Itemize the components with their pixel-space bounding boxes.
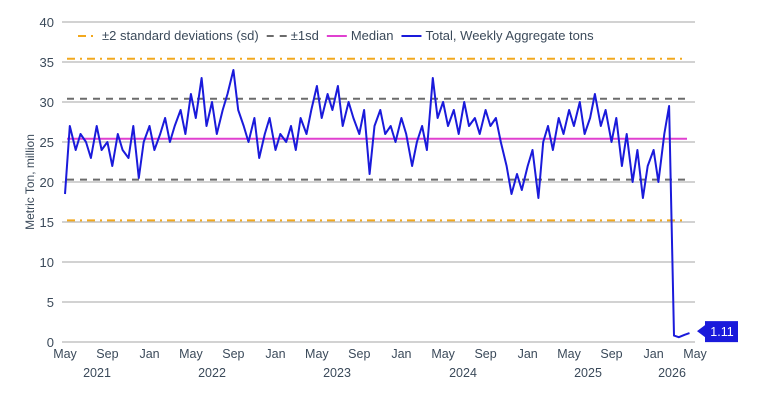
x-tick-label: May bbox=[305, 347, 329, 361]
x-year-label: 2025 bbox=[574, 366, 602, 380]
x-tick-label: Jan bbox=[644, 347, 664, 361]
x-year-label: 2026 bbox=[658, 366, 686, 380]
x-axis-ticks: May Sep Jan May Sep Jan May Sep Jan May Sep Jan May S… bbox=[53, 347, 707, 380]
x-tick-label: May bbox=[683, 347, 707, 361]
legend: ±2 standard deviations (sd) ±1sd Median Tot… bbox=[78, 28, 594, 43]
x-tick-label: May bbox=[557, 347, 581, 361]
reference-lines bbox=[67, 57, 687, 222]
x-tick-label: Sep bbox=[96, 347, 118, 361]
legend-label: ±2 standard deviations (sd) bbox=[102, 28, 259, 43]
y-tick-label: 20 bbox=[40, 175, 54, 190]
legend-item: Median bbox=[326, 28, 394, 43]
last-value-callout: 1.11 bbox=[697, 321, 738, 343]
y-tick-label: 40 bbox=[40, 15, 54, 30]
y-tick-label: 15 bbox=[40, 215, 54, 230]
y-tick-label: 30 bbox=[40, 95, 54, 110]
legend-label: Median bbox=[351, 28, 394, 43]
y-tick-label: 0 bbox=[47, 335, 54, 350]
x-tick-label: May bbox=[431, 347, 455, 361]
x-tick-label: Jan bbox=[391, 347, 411, 361]
y-tick-label: 35 bbox=[40, 55, 54, 70]
x-tick-label: Jan bbox=[139, 347, 159, 361]
annotation-layer: 1.11 bbox=[697, 321, 738, 343]
x-year-label: 2022 bbox=[198, 366, 226, 380]
series-layer bbox=[64, 69, 690, 339]
y-tick-label: 10 bbox=[40, 255, 54, 270]
callout-box bbox=[697, 321, 738, 343]
callout-value: 1.11 bbox=[710, 325, 733, 339]
legend-label: Total, Weekly Aggregate tons bbox=[425, 28, 594, 43]
x-tick-label: May bbox=[53, 347, 77, 361]
y-tick-label: 5 bbox=[47, 295, 54, 310]
x-tick-label: Jan bbox=[518, 347, 538, 361]
y-axis-ticks: 0 5 10 15 20 25 30 35 40 bbox=[40, 15, 54, 350]
x-tick-label: Sep bbox=[222, 347, 244, 361]
x-year-label: 2023 bbox=[323, 366, 351, 380]
x-year-label: 2021 bbox=[83, 366, 111, 380]
legend-item: ±2 standard deviations (sd) bbox=[78, 28, 259, 43]
series-line-total-weekly bbox=[64, 69, 690, 339]
legend-label: ±1sd bbox=[291, 28, 319, 43]
legend-item: Total, Weekly Aggregate tons bbox=[401, 28, 594, 43]
x-tick-label: May bbox=[179, 347, 203, 361]
x-tick-label: Sep bbox=[600, 347, 622, 361]
x-tick-label: Jan bbox=[265, 347, 285, 361]
x-year-label: 2024 bbox=[449, 366, 477, 380]
gridlines bbox=[62, 21, 695, 343]
x-tick-label: Sep bbox=[348, 347, 370, 361]
y-tick-label: 25 bbox=[40, 135, 54, 150]
y-axis-label: Metric Ton, million bbox=[23, 134, 37, 230]
x-tick-label: Sep bbox=[474, 347, 496, 361]
legend-item: ±1sd bbox=[266, 28, 319, 43]
